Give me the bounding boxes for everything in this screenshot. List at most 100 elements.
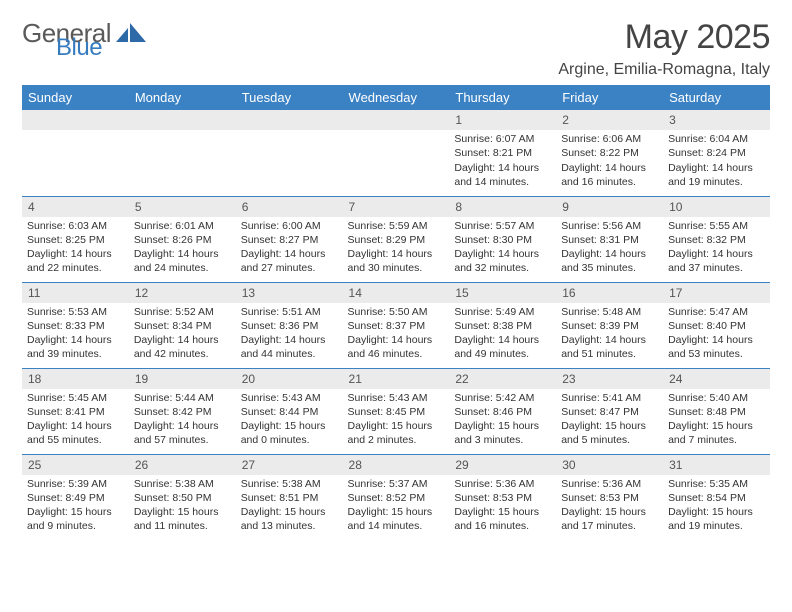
calendar-day-cell bbox=[343, 110, 450, 196]
day-details: Sunrise: 5:53 AMSunset: 8:33 PMDaylight:… bbox=[27, 305, 124, 362]
weekday-header-row: Sunday Monday Tuesday Wednesday Thursday… bbox=[22, 85, 770, 110]
day-number: 6 bbox=[236, 197, 343, 217]
day-number: 24 bbox=[663, 369, 770, 389]
calendar-day-cell: 16Sunrise: 5:48 AMSunset: 8:39 PMDayligh… bbox=[556, 282, 663, 368]
day-details: Sunrise: 6:07 AMSunset: 8:21 PMDaylight:… bbox=[454, 132, 551, 189]
calendar-week-row: 18Sunrise: 5:45 AMSunset: 8:41 PMDayligh… bbox=[22, 368, 770, 454]
day-number: 17 bbox=[663, 283, 770, 303]
calendar-day-cell: 13Sunrise: 5:51 AMSunset: 8:36 PMDayligh… bbox=[236, 282, 343, 368]
calendar-day-cell: 18Sunrise: 5:45 AMSunset: 8:41 PMDayligh… bbox=[22, 368, 129, 454]
day-details: Sunrise: 6:04 AMSunset: 8:24 PMDaylight:… bbox=[668, 132, 765, 189]
calendar-day-cell: 31Sunrise: 5:35 AMSunset: 8:54 PMDayligh… bbox=[663, 454, 770, 540]
calendar-day-cell: 28Sunrise: 5:37 AMSunset: 8:52 PMDayligh… bbox=[343, 454, 450, 540]
day-number: 7 bbox=[343, 197, 450, 217]
calendar-body: 1Sunrise: 6:07 AMSunset: 8:21 PMDaylight… bbox=[22, 110, 770, 540]
day-details: Sunrise: 6:06 AMSunset: 8:22 PMDaylight:… bbox=[561, 132, 658, 189]
weekday-header: Tuesday bbox=[236, 85, 343, 110]
calendar-day-cell: 20Sunrise: 5:43 AMSunset: 8:44 PMDayligh… bbox=[236, 368, 343, 454]
month-title: May 2025 bbox=[558, 18, 770, 57]
brand-logo: General Blue bbox=[22, 18, 146, 58]
calendar-day-cell: 5Sunrise: 6:01 AMSunset: 8:26 PMDaylight… bbox=[129, 196, 236, 282]
calendar-day-cell: 9Sunrise: 5:56 AMSunset: 8:31 PMDaylight… bbox=[556, 196, 663, 282]
day-number: 15 bbox=[449, 283, 556, 303]
header: General Blue May 2025 Argine, Emilia-Rom… bbox=[22, 18, 770, 79]
calendar-day-cell: 11Sunrise: 5:53 AMSunset: 8:33 PMDayligh… bbox=[22, 282, 129, 368]
day-number: 1 bbox=[449, 110, 556, 130]
calendar-day-cell: 21Sunrise: 5:43 AMSunset: 8:45 PMDayligh… bbox=[343, 368, 450, 454]
weekday-header: Sunday bbox=[22, 85, 129, 110]
weekday-header: Saturday bbox=[663, 85, 770, 110]
day-details: Sunrise: 5:42 AMSunset: 8:46 PMDaylight:… bbox=[454, 391, 551, 448]
brand-word-2: Blue bbox=[56, 38, 111, 58]
day-details: Sunrise: 5:38 AMSunset: 8:51 PMDaylight:… bbox=[241, 477, 338, 534]
day-number-empty bbox=[22, 110, 129, 130]
calendar-day-cell: 15Sunrise: 5:49 AMSunset: 8:38 PMDayligh… bbox=[449, 282, 556, 368]
day-details: Sunrise: 5:59 AMSunset: 8:29 PMDaylight:… bbox=[348, 219, 445, 276]
weekday-header: Friday bbox=[556, 85, 663, 110]
calendar-week-row: 11Sunrise: 5:53 AMSunset: 8:33 PMDayligh… bbox=[22, 282, 770, 368]
calendar-week-row: 4Sunrise: 6:03 AMSunset: 8:25 PMDaylight… bbox=[22, 196, 770, 282]
day-number: 9 bbox=[556, 197, 663, 217]
day-details: Sunrise: 5:57 AMSunset: 8:30 PMDaylight:… bbox=[454, 219, 551, 276]
day-details: Sunrise: 5:38 AMSunset: 8:50 PMDaylight:… bbox=[134, 477, 231, 534]
brand-mark-icon bbox=[116, 18, 146, 49]
day-number: 10 bbox=[663, 197, 770, 217]
day-number: 29 bbox=[449, 455, 556, 475]
day-details: Sunrise: 5:44 AMSunset: 8:42 PMDaylight:… bbox=[134, 391, 231, 448]
calendar-day-cell bbox=[22, 110, 129, 196]
calendar-day-cell: 29Sunrise: 5:36 AMSunset: 8:53 PMDayligh… bbox=[449, 454, 556, 540]
calendar-day-cell: 8Sunrise: 5:57 AMSunset: 8:30 PMDaylight… bbox=[449, 196, 556, 282]
calendar-day-cell: 23Sunrise: 5:41 AMSunset: 8:47 PMDayligh… bbox=[556, 368, 663, 454]
calendar-day-cell: 27Sunrise: 5:38 AMSunset: 8:51 PMDayligh… bbox=[236, 454, 343, 540]
day-number: 5 bbox=[129, 197, 236, 217]
day-details: Sunrise: 6:01 AMSunset: 8:26 PMDaylight:… bbox=[134, 219, 231, 276]
day-details: Sunrise: 5:41 AMSunset: 8:47 PMDaylight:… bbox=[561, 391, 658, 448]
day-details: Sunrise: 5:51 AMSunset: 8:36 PMDaylight:… bbox=[241, 305, 338, 362]
day-number: 2 bbox=[556, 110, 663, 130]
day-number: 25 bbox=[22, 455, 129, 475]
calendar-day-cell: 2Sunrise: 6:06 AMSunset: 8:22 PMDaylight… bbox=[556, 110, 663, 196]
day-details: Sunrise: 5:55 AMSunset: 8:32 PMDaylight:… bbox=[668, 219, 765, 276]
day-details: Sunrise: 5:36 AMSunset: 8:53 PMDaylight:… bbox=[454, 477, 551, 534]
day-number: 20 bbox=[236, 369, 343, 389]
day-number: 4 bbox=[22, 197, 129, 217]
day-number-empty bbox=[236, 110, 343, 130]
day-number: 13 bbox=[236, 283, 343, 303]
calendar-day-cell: 12Sunrise: 5:52 AMSunset: 8:34 PMDayligh… bbox=[129, 282, 236, 368]
day-number: 18 bbox=[22, 369, 129, 389]
calendar-day-cell: 24Sunrise: 5:40 AMSunset: 8:48 PMDayligh… bbox=[663, 368, 770, 454]
day-details: Sunrise: 5:47 AMSunset: 8:40 PMDaylight:… bbox=[668, 305, 765, 362]
day-details: Sunrise: 5:43 AMSunset: 8:44 PMDaylight:… bbox=[241, 391, 338, 448]
day-details: Sunrise: 5:37 AMSunset: 8:52 PMDaylight:… bbox=[348, 477, 445, 534]
day-number: 8 bbox=[449, 197, 556, 217]
calendar-table: Sunday Monday Tuesday Wednesday Thursday… bbox=[22, 85, 770, 540]
calendar-day-cell: 6Sunrise: 6:00 AMSunset: 8:27 PMDaylight… bbox=[236, 196, 343, 282]
day-number-empty bbox=[343, 110, 450, 130]
calendar-day-cell: 25Sunrise: 5:39 AMSunset: 8:49 PMDayligh… bbox=[22, 454, 129, 540]
calendar-day-cell: 14Sunrise: 5:50 AMSunset: 8:37 PMDayligh… bbox=[343, 282, 450, 368]
calendar-day-cell: 17Sunrise: 5:47 AMSunset: 8:40 PMDayligh… bbox=[663, 282, 770, 368]
day-number-empty bbox=[129, 110, 236, 130]
day-number: 31 bbox=[663, 455, 770, 475]
calendar-day-cell: 7Sunrise: 5:59 AMSunset: 8:29 PMDaylight… bbox=[343, 196, 450, 282]
calendar-day-cell bbox=[129, 110, 236, 196]
calendar-day-cell: 26Sunrise: 5:38 AMSunset: 8:50 PMDayligh… bbox=[129, 454, 236, 540]
day-details: Sunrise: 5:45 AMSunset: 8:41 PMDaylight:… bbox=[27, 391, 124, 448]
day-number: 19 bbox=[129, 369, 236, 389]
day-details: Sunrise: 5:35 AMSunset: 8:54 PMDaylight:… bbox=[668, 477, 765, 534]
calendar-page: General Blue May 2025 Argine, Emilia-Rom… bbox=[0, 0, 792, 540]
day-details: Sunrise: 5:49 AMSunset: 8:38 PMDaylight:… bbox=[454, 305, 551, 362]
weekday-header: Monday bbox=[129, 85, 236, 110]
day-details: Sunrise: 5:40 AMSunset: 8:48 PMDaylight:… bbox=[668, 391, 765, 448]
day-details: Sunrise: 6:03 AMSunset: 8:25 PMDaylight:… bbox=[27, 219, 124, 276]
day-number: 3 bbox=[663, 110, 770, 130]
day-details: Sunrise: 5:56 AMSunset: 8:31 PMDaylight:… bbox=[561, 219, 658, 276]
day-number: 16 bbox=[556, 283, 663, 303]
calendar-day-cell: 22Sunrise: 5:42 AMSunset: 8:46 PMDayligh… bbox=[449, 368, 556, 454]
weekday-header: Thursday bbox=[449, 85, 556, 110]
day-number: 11 bbox=[22, 283, 129, 303]
day-number: 22 bbox=[449, 369, 556, 389]
calendar-day-cell: 30Sunrise: 5:36 AMSunset: 8:53 PMDayligh… bbox=[556, 454, 663, 540]
calendar-day-cell bbox=[236, 110, 343, 196]
day-number: 28 bbox=[343, 455, 450, 475]
